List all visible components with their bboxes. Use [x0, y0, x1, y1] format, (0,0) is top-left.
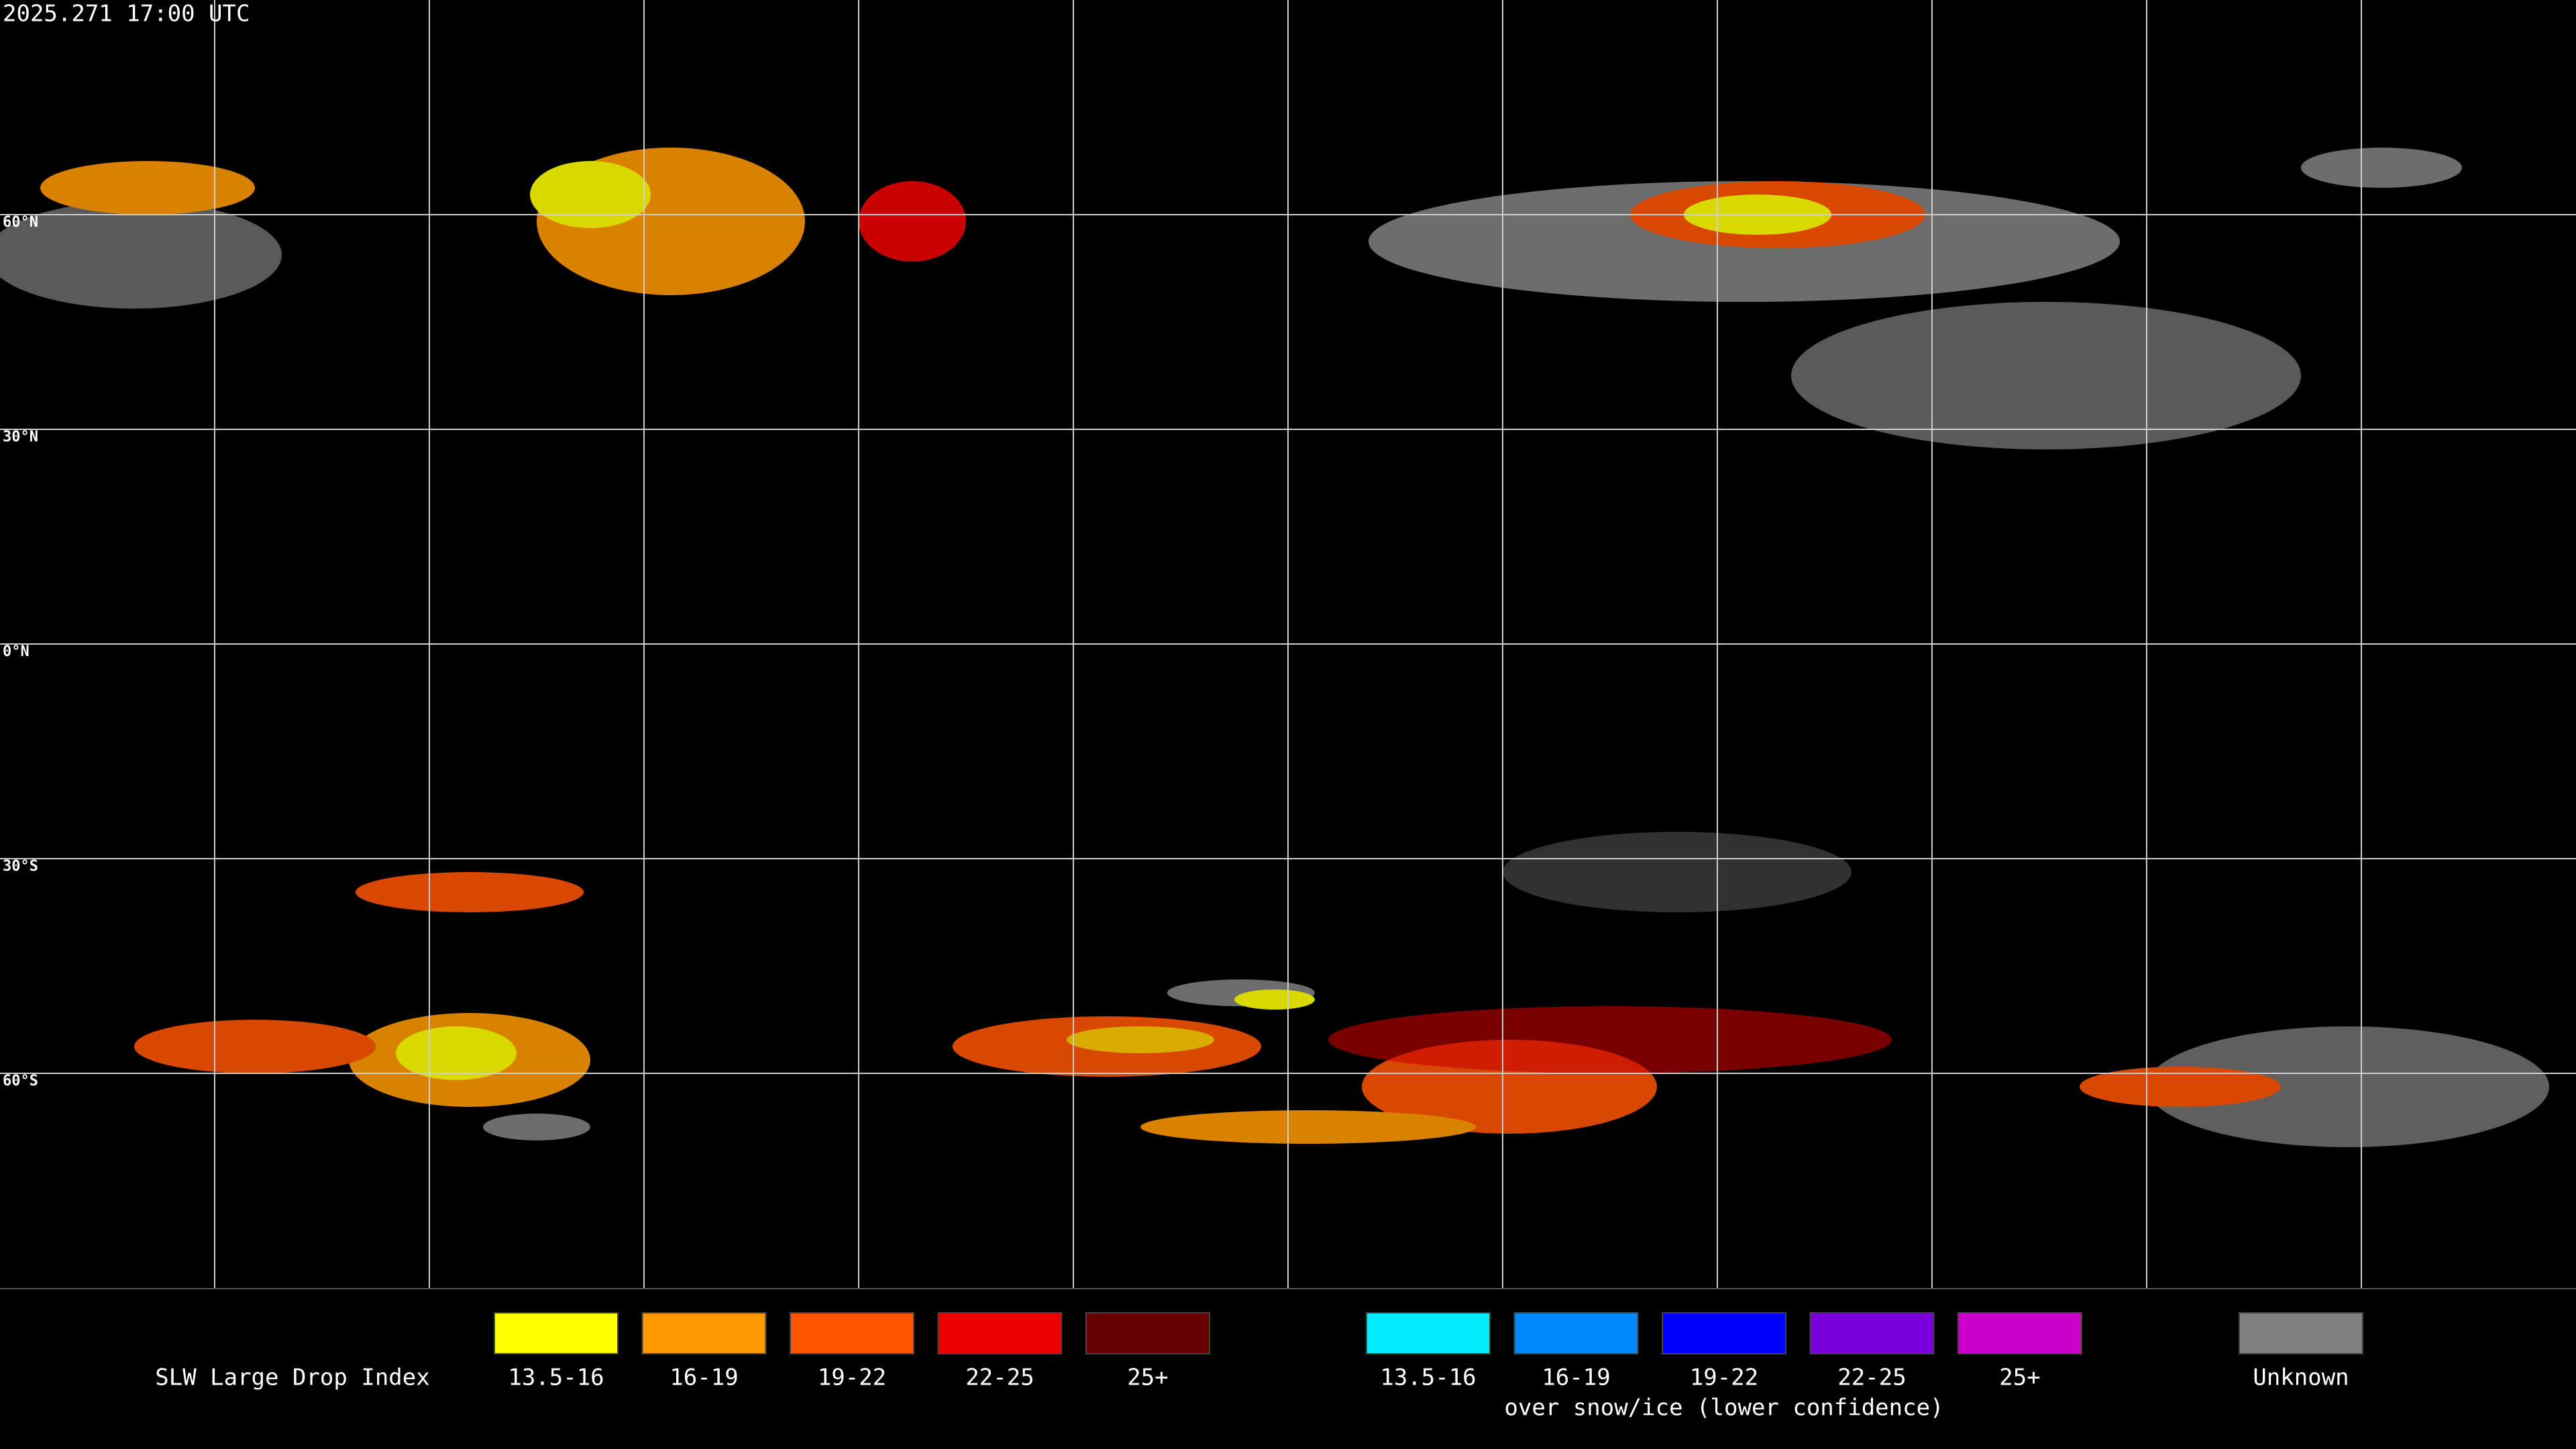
- legend-label: 13.5-16: [1380, 1364, 1476, 1391]
- legend-swatch: [790, 1312, 914, 1354]
- legend-label: 19-22: [818, 1364, 886, 1391]
- latitude-label: 60°S: [3, 1073, 38, 1089]
- cloud-slw: [1140, 1110, 1476, 1144]
- cloud-slw: [396, 1026, 517, 1080]
- legend-label: 16-19: [1542, 1364, 1610, 1391]
- cloud-slw: [530, 161, 651, 228]
- legend-label: 22-25: [1837, 1364, 1906, 1391]
- latitude-label: 30°S: [3, 858, 38, 875]
- legend-label: 25+: [1999, 1364, 2040, 1391]
- legend-swatch: [1662, 1312, 1786, 1354]
- cloud-unknown: [0, 201, 282, 309]
- legend-swatch: [641, 1312, 767, 1354]
- cloud-unknown: [483, 1114, 590, 1140]
- timestamp: 2025.271 17:00 UTC: [3, 1, 250, 28]
- cloud-slw: [1328, 1006, 1892, 1073]
- legend-swatch: [1957, 1312, 2082, 1354]
- legend-swatch: [1513, 1312, 1639, 1354]
- cloud-slw: [859, 181, 966, 262]
- cloud-slw: [40, 161, 255, 215]
- cloud-slw: [134, 1020, 376, 1073]
- cloud-slw: [356, 872, 584, 912]
- legend-swatch: [494, 1312, 619, 1354]
- legend-label: 13.5-16: [508, 1364, 604, 1391]
- cloud-unknown: [2301, 148, 2462, 188]
- legend-label: 19-22: [1690, 1364, 1758, 1391]
- legend: 13.5-16 16-19 19-22 22-25 25+ 13.5-16 16-19 19-…: [494, 1312, 2363, 1421]
- legend-swatch: [1085, 1312, 1210, 1354]
- legend-swatch: [1366, 1312, 1491, 1354]
- latitude-label: 0°N: [3, 643, 30, 660]
- cloud-slw: [1234, 989, 1315, 1010]
- cloud-unknown: [1791, 302, 2301, 449]
- legend-swatch: [2239, 1312, 2363, 1354]
- legend-label: 22-25: [965, 1364, 1034, 1391]
- legend-panel: [0, 1288, 2576, 1449]
- legend-title: SLW Large Drop Index: [155, 1364, 429, 1391]
- map: 60°N 30°N 0°N 30°S 60°S: [0, 0, 2576, 1288]
- latitude-label: 30°N: [3, 429, 38, 445]
- latitude-labels: 60°N 30°N 0°N 30°S 60°S: [3, 214, 38, 1089]
- legend-label: 16-19: [669, 1364, 738, 1391]
- legend-label: Unknown: [2253, 1364, 2349, 1391]
- legend-caption: over snow/ice (lower confidence): [1504, 1395, 1943, 1421]
- cloud-unknown: [2147, 1026, 2549, 1147]
- cloud-unknown: [1503, 832, 1851, 912]
- legend-swatch: [937, 1312, 1063, 1354]
- legend-label: 25+: [1127, 1364, 1168, 1391]
- latitude-label: 60°N: [3, 214, 38, 231]
- graticule: [0, 0, 2576, 1288]
- cloud-slw: [1067, 1026, 1214, 1053]
- legend-swatch: [1809, 1312, 1935, 1354]
- cloud-slw: [2080, 1067, 2281, 1107]
